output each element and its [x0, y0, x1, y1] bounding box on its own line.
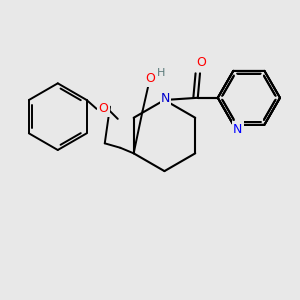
Text: O: O: [196, 56, 206, 69]
Text: H: H: [157, 68, 166, 78]
Text: O: O: [98, 102, 108, 116]
Text: N: N: [233, 123, 242, 136]
Text: O: O: [146, 72, 155, 86]
Text: N: N: [161, 92, 170, 105]
